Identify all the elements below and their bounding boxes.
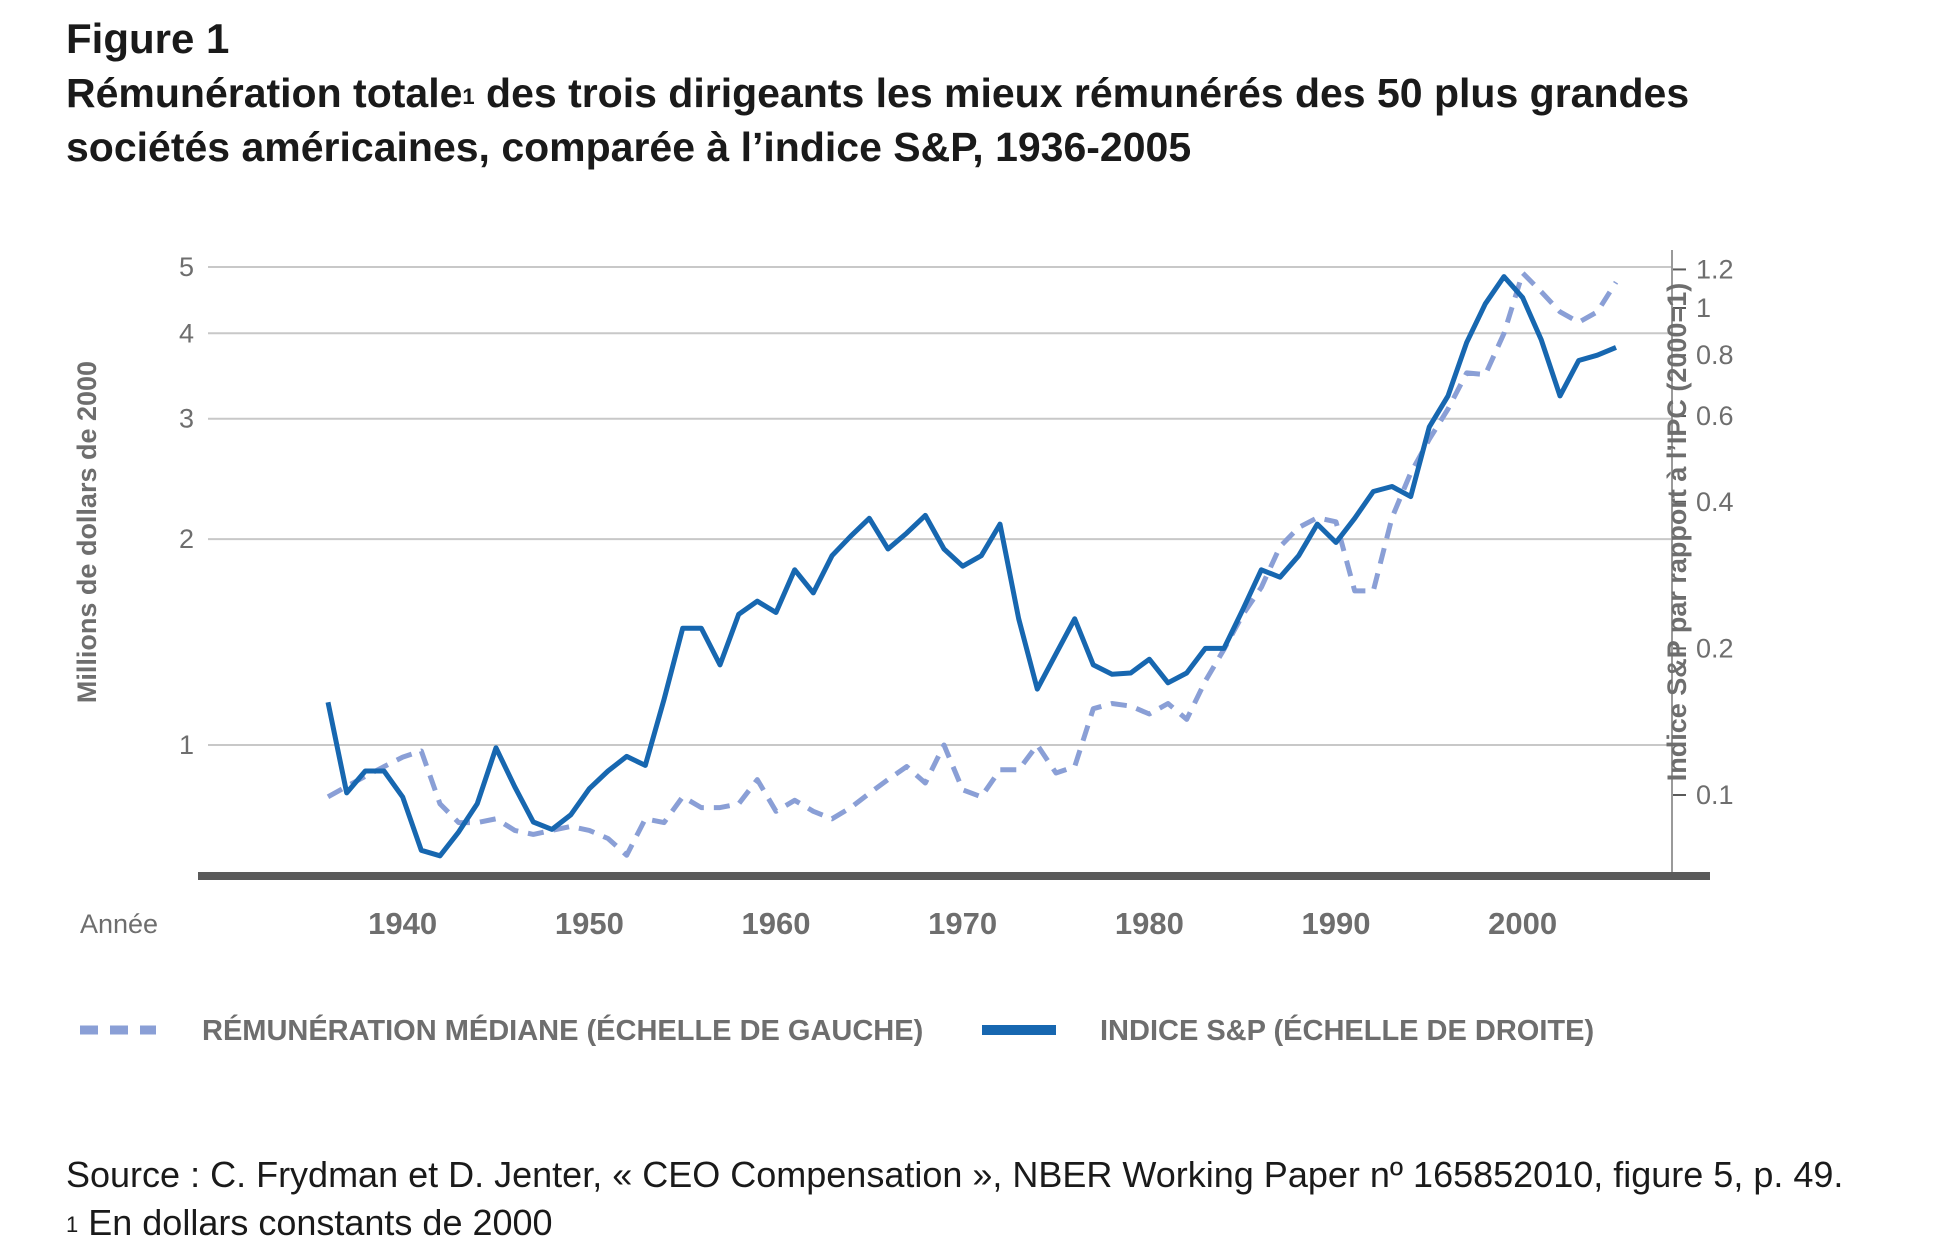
x-tick-label: 1990: [1302, 906, 1371, 941]
right-tick-label: 0.1: [1696, 780, 1734, 810]
x-tick-label: 1950: [555, 906, 624, 941]
left-tick-label: 5: [179, 252, 194, 282]
gridlines: [208, 266, 1672, 746]
sp-index-line: [325, 274, 1617, 859]
x-tick-label: 1940: [368, 906, 437, 941]
right-axis-label: Indice S&P par rapport à l’IPC (2000=1): [1662, 283, 1692, 781]
x-tick-label: 2000: [1488, 906, 1557, 941]
x-tick-label: 1980: [1115, 906, 1184, 941]
x-tick-label: 1970: [928, 906, 997, 941]
right-tick-label: 0.4: [1696, 487, 1734, 517]
x-tick-label: 1960: [742, 906, 811, 941]
x-axis-label: Année: [80, 909, 158, 939]
figure-title-rest: des trois dirigeants les mieux rémunérés…: [66, 70, 1690, 170]
title-footnote-mark: 1: [462, 84, 475, 109]
right-tick-label: 1: [1696, 293, 1711, 323]
axes: 1 2 3 4 5 0.1 0.2 0.4 0.6 0.8 1 1.2 1940 1950 1960 1970…: [179, 250, 1734, 941]
figure-label: Figure 1: [66, 15, 230, 62]
left-tick-label: 3: [179, 404, 194, 434]
figure-title: Rémunération totale1 des trois dirigeant…: [66, 66, 1766, 174]
chart-panel: 1 2 3 4 5 0.1 0.2 0.4 0.6 0.8 1 1.2 1940 1950 1960 1970…: [66, 210, 1734, 1080]
left-tick-label: 1: [179, 730, 194, 760]
series-lines: [325, 270, 1619, 859]
right-tick-label: 0.6: [1696, 401, 1734, 431]
footnote: 1 En dollars constants de 2000: [66, 1200, 553, 1246]
left-tick-label: 2: [179, 524, 194, 554]
legend-median-label: RÉMUNÉRATION MÉDIANE (ÉCHELLE DE GAUCHE): [202, 1013, 923, 1047]
right-tick-label: 0.8: [1696, 340, 1734, 370]
right-tick-label: 1.2: [1696, 254, 1734, 284]
footnote-mark: 1: [66, 1212, 79, 1237]
footnote-text: En dollars constants de 2000: [78, 1202, 553, 1243]
left-axis-label: Millions de dollars de 2000: [72, 361, 102, 703]
source-note: Source : C. Frydman et D. Jenter, « CEO …: [66, 1154, 1844, 1195]
right-tick-label: 0.2: [1696, 633, 1734, 663]
legend-sp-label: INDICE S&P (ÉCHELLE DE DROITE): [1100, 1013, 1594, 1047]
line-chart: 1 2 3 4 5 0.1 0.2 0.4 0.6 0.8 1 1.2 1940 1950 1960 1970…: [72, 250, 1734, 1047]
left-tick-label: 4: [179, 318, 194, 348]
median-compensation-line: [326, 270, 1619, 858]
legend: RÉMUNÉRATION MÉDIANE (ÉCHELLE DE GAUCHE)…: [80, 1013, 1594, 1047]
figure-title-main: Rémunération totale: [66, 70, 463, 116]
